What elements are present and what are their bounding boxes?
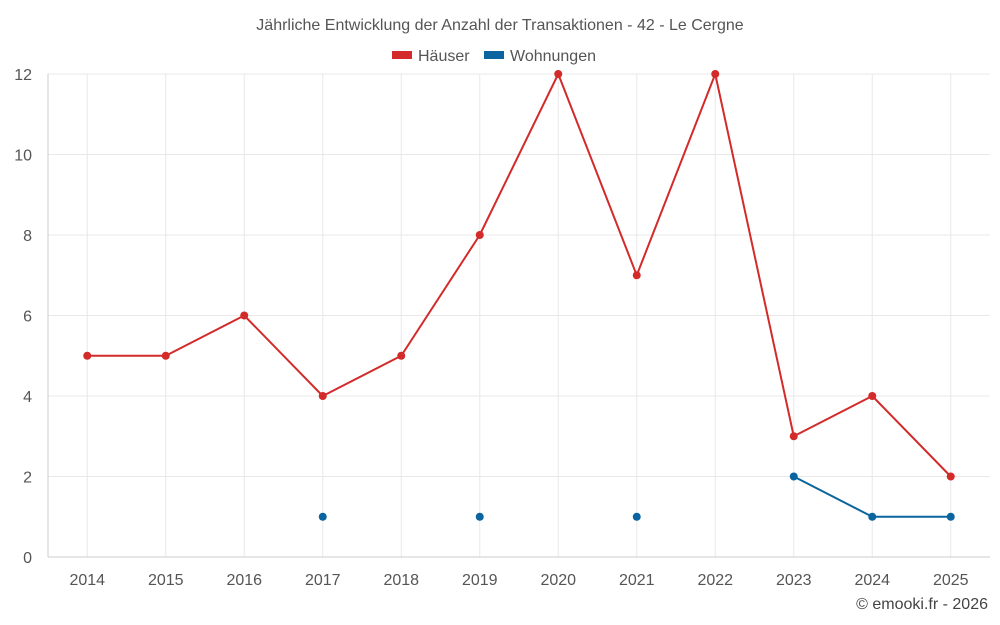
x-tick-label: 2018	[383, 572, 419, 589]
y-tick-label: 4	[23, 389, 32, 406]
x-tick-label: 2024	[854, 572, 890, 589]
data-point-wohnungen-2025[interactable]	[946, 512, 955, 521]
x-tick-label: 2015	[148, 572, 184, 589]
data-point-hauser-2018[interactable]	[397, 351, 406, 360]
y-tick-label: 2	[23, 470, 32, 487]
data-point-wohnungen-2023[interactable]	[789, 472, 798, 481]
x-tick-label: 2023	[776, 572, 812, 589]
x-tick-label: 2025	[933, 572, 969, 589]
x-tick-label: 2017	[305, 572, 341, 589]
data-point-hauser-2025[interactable]	[946, 472, 955, 481]
x-tick-label: 2016	[226, 572, 262, 589]
y-tick-label: 8	[23, 228, 32, 245]
y-tick-label: 0	[23, 550, 32, 567]
x-tick-label: 2014	[69, 572, 105, 589]
data-point-wohnungen-2019[interactable]	[475, 512, 484, 521]
data-point-hauser-2014[interactable]	[83, 351, 92, 360]
data-point-hauser-2017[interactable]	[318, 392, 327, 400]
data-point-hauser-2022[interactable]	[711, 70, 720, 78]
data-point-wohnungen-2021[interactable]	[632, 512, 641, 521]
series-line-hauser	[87, 73, 952, 478]
data-point-hauser-2020[interactable]	[554, 70, 563, 78]
x-tick-label: 2019	[462, 572, 498, 589]
credit-text: © emooki.fr - 2026	[856, 596, 988, 613]
x-tick-label: 2022	[697, 572, 733, 589]
y-tick-label: 10	[14, 148, 32, 165]
legend: Häuser Wohnungen	[392, 48, 596, 65]
legend-swatch-wohnungen	[484, 51, 504, 59]
grid	[48, 73, 990, 557]
data-point-hauser-2023[interactable]	[789, 432, 798, 441]
data-point-hauser-2016[interactable]	[240, 311, 249, 320]
data-point-hauser-2019[interactable]	[475, 231, 484, 239]
chart-title: Jährliche Entwicklung der Anzahl der Tra…	[256, 17, 743, 34]
series-wohnungen	[318, 472, 955, 521]
series	[83, 70, 955, 521]
data-point-hauser-2024[interactable]	[868, 392, 877, 400]
x-tick-label: 2021	[619, 572, 655, 589]
y-tick-label: 6	[23, 309, 32, 326]
x-tick-label: 2020	[540, 572, 576, 589]
data-point-wohnungen-2024[interactable]	[868, 512, 877, 521]
series-hauser	[83, 70, 955, 481]
data-point-hauser-2015[interactable]	[161, 351, 170, 360]
y-tick-label: 12	[14, 67, 32, 84]
legend-label-wohnungen[interactable]: Wohnungen	[510, 48, 596, 65]
legend-swatch-hauser	[392, 51, 412, 59]
legend-label-hauser[interactable]: Häuser	[418, 48, 470, 65]
axes: 0 2 4 6 8 10 12 2014 2015 2016 2017 2018 2019 2020 202…	[14, 67, 990, 589]
data-point-hauser-2021[interactable]	[632, 271, 641, 280]
data-point-wohnungen-2017[interactable]	[318, 512, 327, 521]
